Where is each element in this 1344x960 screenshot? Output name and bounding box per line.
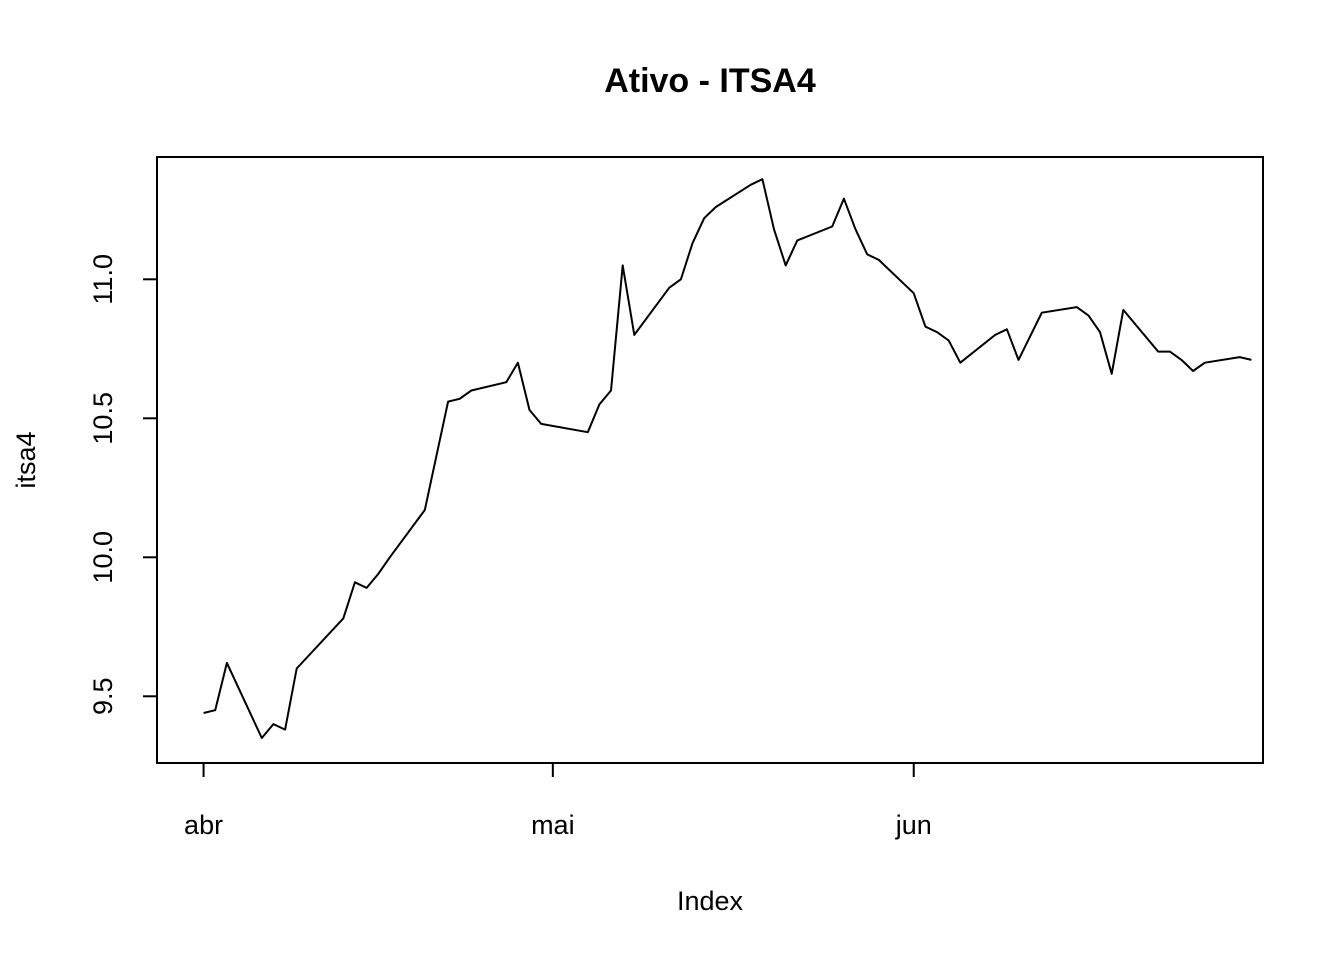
x-tick-label: mai [531,810,575,840]
series-line-itsa4 [203,178,1252,739]
plot-frame [156,156,1264,764]
chart-title: Ativo - ITSA4 [604,62,816,100]
y-tick-label: 10.0 [88,531,118,584]
y-axis: 9.5 10.0 10.5 11.0 [88,254,158,716]
y-tick-label: 10.5 [88,392,118,445]
x-tick-label: abr [184,810,223,840]
y-tick-label: 11.0 [88,254,118,305]
y-axis-label: itsa4 [11,431,41,488]
x-tick-label: jun [895,810,932,840]
x-axis: abr mai jun [184,762,932,840]
x-axis-label: Index [677,886,744,916]
y-tick-label: 9.5 [88,678,118,716]
